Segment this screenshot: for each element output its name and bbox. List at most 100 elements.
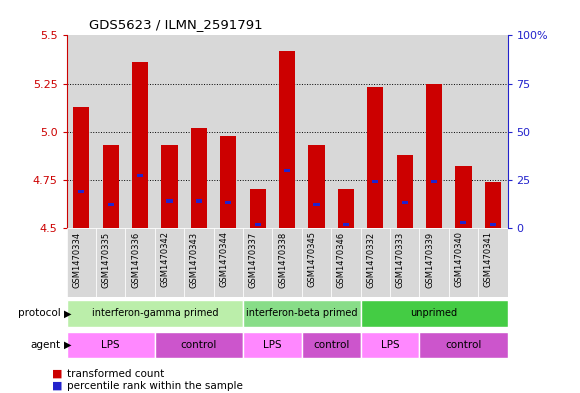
Bar <box>461 220 466 224</box>
Bar <box>338 189 354 228</box>
Bar <box>426 84 442 228</box>
Bar <box>213 35 243 228</box>
Bar <box>455 166 472 228</box>
Bar <box>331 35 361 228</box>
Text: unprimed: unprimed <box>411 309 458 318</box>
Text: GSM1470345: GSM1470345 <box>307 231 317 287</box>
Text: GSM1470332: GSM1470332 <box>366 231 375 288</box>
FancyBboxPatch shape <box>67 228 96 297</box>
Bar <box>449 35 478 228</box>
FancyBboxPatch shape <box>478 228 508 297</box>
Text: GSM1470337: GSM1470337 <box>249 231 258 288</box>
FancyBboxPatch shape <box>125 228 155 297</box>
FancyBboxPatch shape <box>419 332 508 358</box>
Bar <box>431 180 437 183</box>
Text: GSM1470343: GSM1470343 <box>190 231 199 288</box>
FancyBboxPatch shape <box>273 228 302 297</box>
Bar <box>166 199 173 202</box>
Text: GSM1470341: GSM1470341 <box>484 231 493 287</box>
Text: GSM1470335: GSM1470335 <box>102 231 111 288</box>
FancyBboxPatch shape <box>361 300 508 327</box>
Bar <box>132 62 148 228</box>
Bar <box>125 35 155 228</box>
FancyBboxPatch shape <box>243 332 302 358</box>
Bar <box>255 222 261 226</box>
Bar <box>361 35 390 228</box>
Text: GSM1470344: GSM1470344 <box>219 231 229 287</box>
Bar <box>78 190 85 193</box>
Bar <box>73 107 89 228</box>
Bar <box>284 169 290 172</box>
Bar <box>372 180 378 183</box>
Text: transformed count: transformed count <box>67 369 164 379</box>
Bar <box>313 203 320 206</box>
Bar <box>279 51 295 228</box>
FancyBboxPatch shape <box>302 228 331 297</box>
Text: interferon-beta primed: interferon-beta primed <box>246 309 357 318</box>
Text: LPS: LPS <box>102 340 120 350</box>
FancyBboxPatch shape <box>184 228 213 297</box>
FancyBboxPatch shape <box>361 228 390 297</box>
Bar <box>243 35 273 228</box>
FancyBboxPatch shape <box>96 228 125 297</box>
Bar <box>367 87 383 228</box>
Text: GSM1470334: GSM1470334 <box>72 231 81 288</box>
Bar <box>302 35 331 228</box>
Bar <box>108 203 114 206</box>
Bar <box>343 222 349 226</box>
FancyBboxPatch shape <box>419 228 449 297</box>
Text: GDS5623 / ILMN_2591791: GDS5623 / ILMN_2591791 <box>89 18 262 31</box>
Text: protocol: protocol <box>18 309 61 318</box>
Text: control: control <box>445 340 481 350</box>
Text: interferon-gamma primed: interferon-gamma primed <box>92 309 218 318</box>
Bar <box>419 35 449 228</box>
Bar <box>220 136 237 228</box>
FancyBboxPatch shape <box>361 332 419 358</box>
Bar <box>273 35 302 228</box>
FancyBboxPatch shape <box>213 228 243 297</box>
Bar <box>67 35 96 228</box>
FancyBboxPatch shape <box>67 300 243 327</box>
Bar <box>184 35 213 228</box>
Bar <box>490 222 496 226</box>
Bar <box>249 189 266 228</box>
Text: GSM1470342: GSM1470342 <box>161 231 169 287</box>
Bar <box>191 128 207 228</box>
Text: GSM1470340: GSM1470340 <box>454 231 463 287</box>
FancyBboxPatch shape <box>243 228 273 297</box>
Bar <box>309 145 325 228</box>
FancyBboxPatch shape <box>243 300 361 327</box>
Text: GSM1470346: GSM1470346 <box>337 231 346 288</box>
Text: percentile rank within the sample: percentile rank within the sample <box>67 381 242 391</box>
FancyBboxPatch shape <box>302 332 361 358</box>
Text: LPS: LPS <box>263 340 282 350</box>
Bar <box>397 155 413 228</box>
Bar <box>390 35 419 228</box>
Text: ▶: ▶ <box>64 309 71 318</box>
Text: LPS: LPS <box>380 340 399 350</box>
Bar <box>478 35 508 228</box>
Text: agent: agent <box>31 340 61 350</box>
FancyBboxPatch shape <box>390 228 419 297</box>
Bar <box>137 174 143 178</box>
Text: GSM1470338: GSM1470338 <box>278 231 287 288</box>
Bar <box>161 145 177 228</box>
Bar <box>485 182 501 228</box>
Text: GSM1470333: GSM1470333 <box>396 231 405 288</box>
Bar <box>96 35 125 228</box>
Bar <box>225 201 231 204</box>
FancyBboxPatch shape <box>155 332 243 358</box>
Text: control: control <box>181 340 217 350</box>
Text: ■: ■ <box>52 369 63 379</box>
Bar <box>196 199 202 202</box>
Text: GSM1470336: GSM1470336 <box>131 231 140 288</box>
Text: ■: ■ <box>52 381 63 391</box>
Text: control: control <box>313 340 349 350</box>
FancyBboxPatch shape <box>449 228 478 297</box>
Bar <box>103 145 119 228</box>
Bar <box>155 35 184 228</box>
FancyBboxPatch shape <box>155 228 184 297</box>
FancyBboxPatch shape <box>67 332 155 358</box>
FancyBboxPatch shape <box>331 228 361 297</box>
Text: GSM1470339: GSM1470339 <box>425 231 434 288</box>
